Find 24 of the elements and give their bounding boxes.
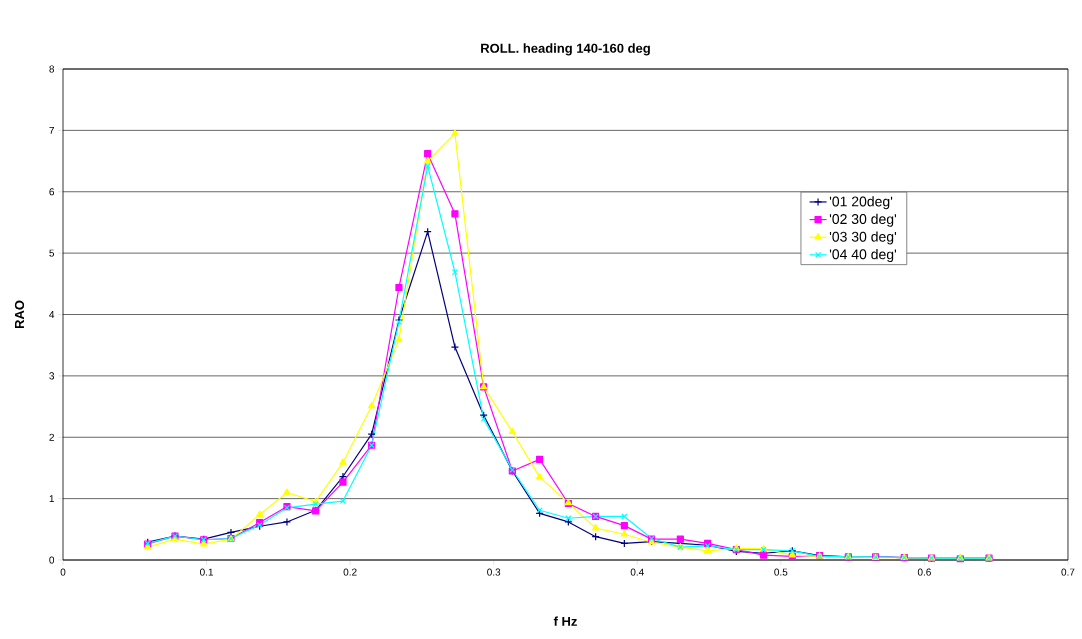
x-tick-label: 0.2 (343, 568, 357, 576)
chart-title: ROLL. heading 140-160 deg (481, 43, 650, 56)
legend-label: '04 40 deg' (829, 249, 897, 263)
y-tick-label: 1 (49, 495, 54, 503)
y-tick-label: 2 (49, 433, 54, 441)
legend-label: '01 20deg' (829, 196, 893, 210)
x-tick-label: 0.4 (630, 568, 644, 576)
x-tick-label: 0.5 (774, 568, 788, 576)
y-tick-label: 0 (49, 556, 55, 564)
x-axis-title: f Hz (553, 616, 577, 626)
x-tick-label: 0.3 (487, 568, 501, 576)
x-tick-label: 0.7 (1061, 568, 1075, 576)
y-tick-label: 6 (49, 188, 55, 196)
x-tick-label: 0 (60, 568, 66, 576)
y-tick-label: 5 (49, 249, 55, 257)
x-tick-label: 0.6 (917, 568, 931, 576)
legend-label: '03 30 deg' (829, 231, 897, 245)
x-tick-label: 0.1 (200, 568, 214, 576)
y-tick-label: 8 (49, 65, 55, 73)
y-tick-label: 3 (49, 372, 55, 380)
y-tick-label: 7 (49, 126, 54, 134)
y-tick-label: 4 (49, 311, 55, 318)
y-axis-title: RAO (14, 300, 25, 329)
legend-label: '02 30 deg' (829, 213, 897, 227)
